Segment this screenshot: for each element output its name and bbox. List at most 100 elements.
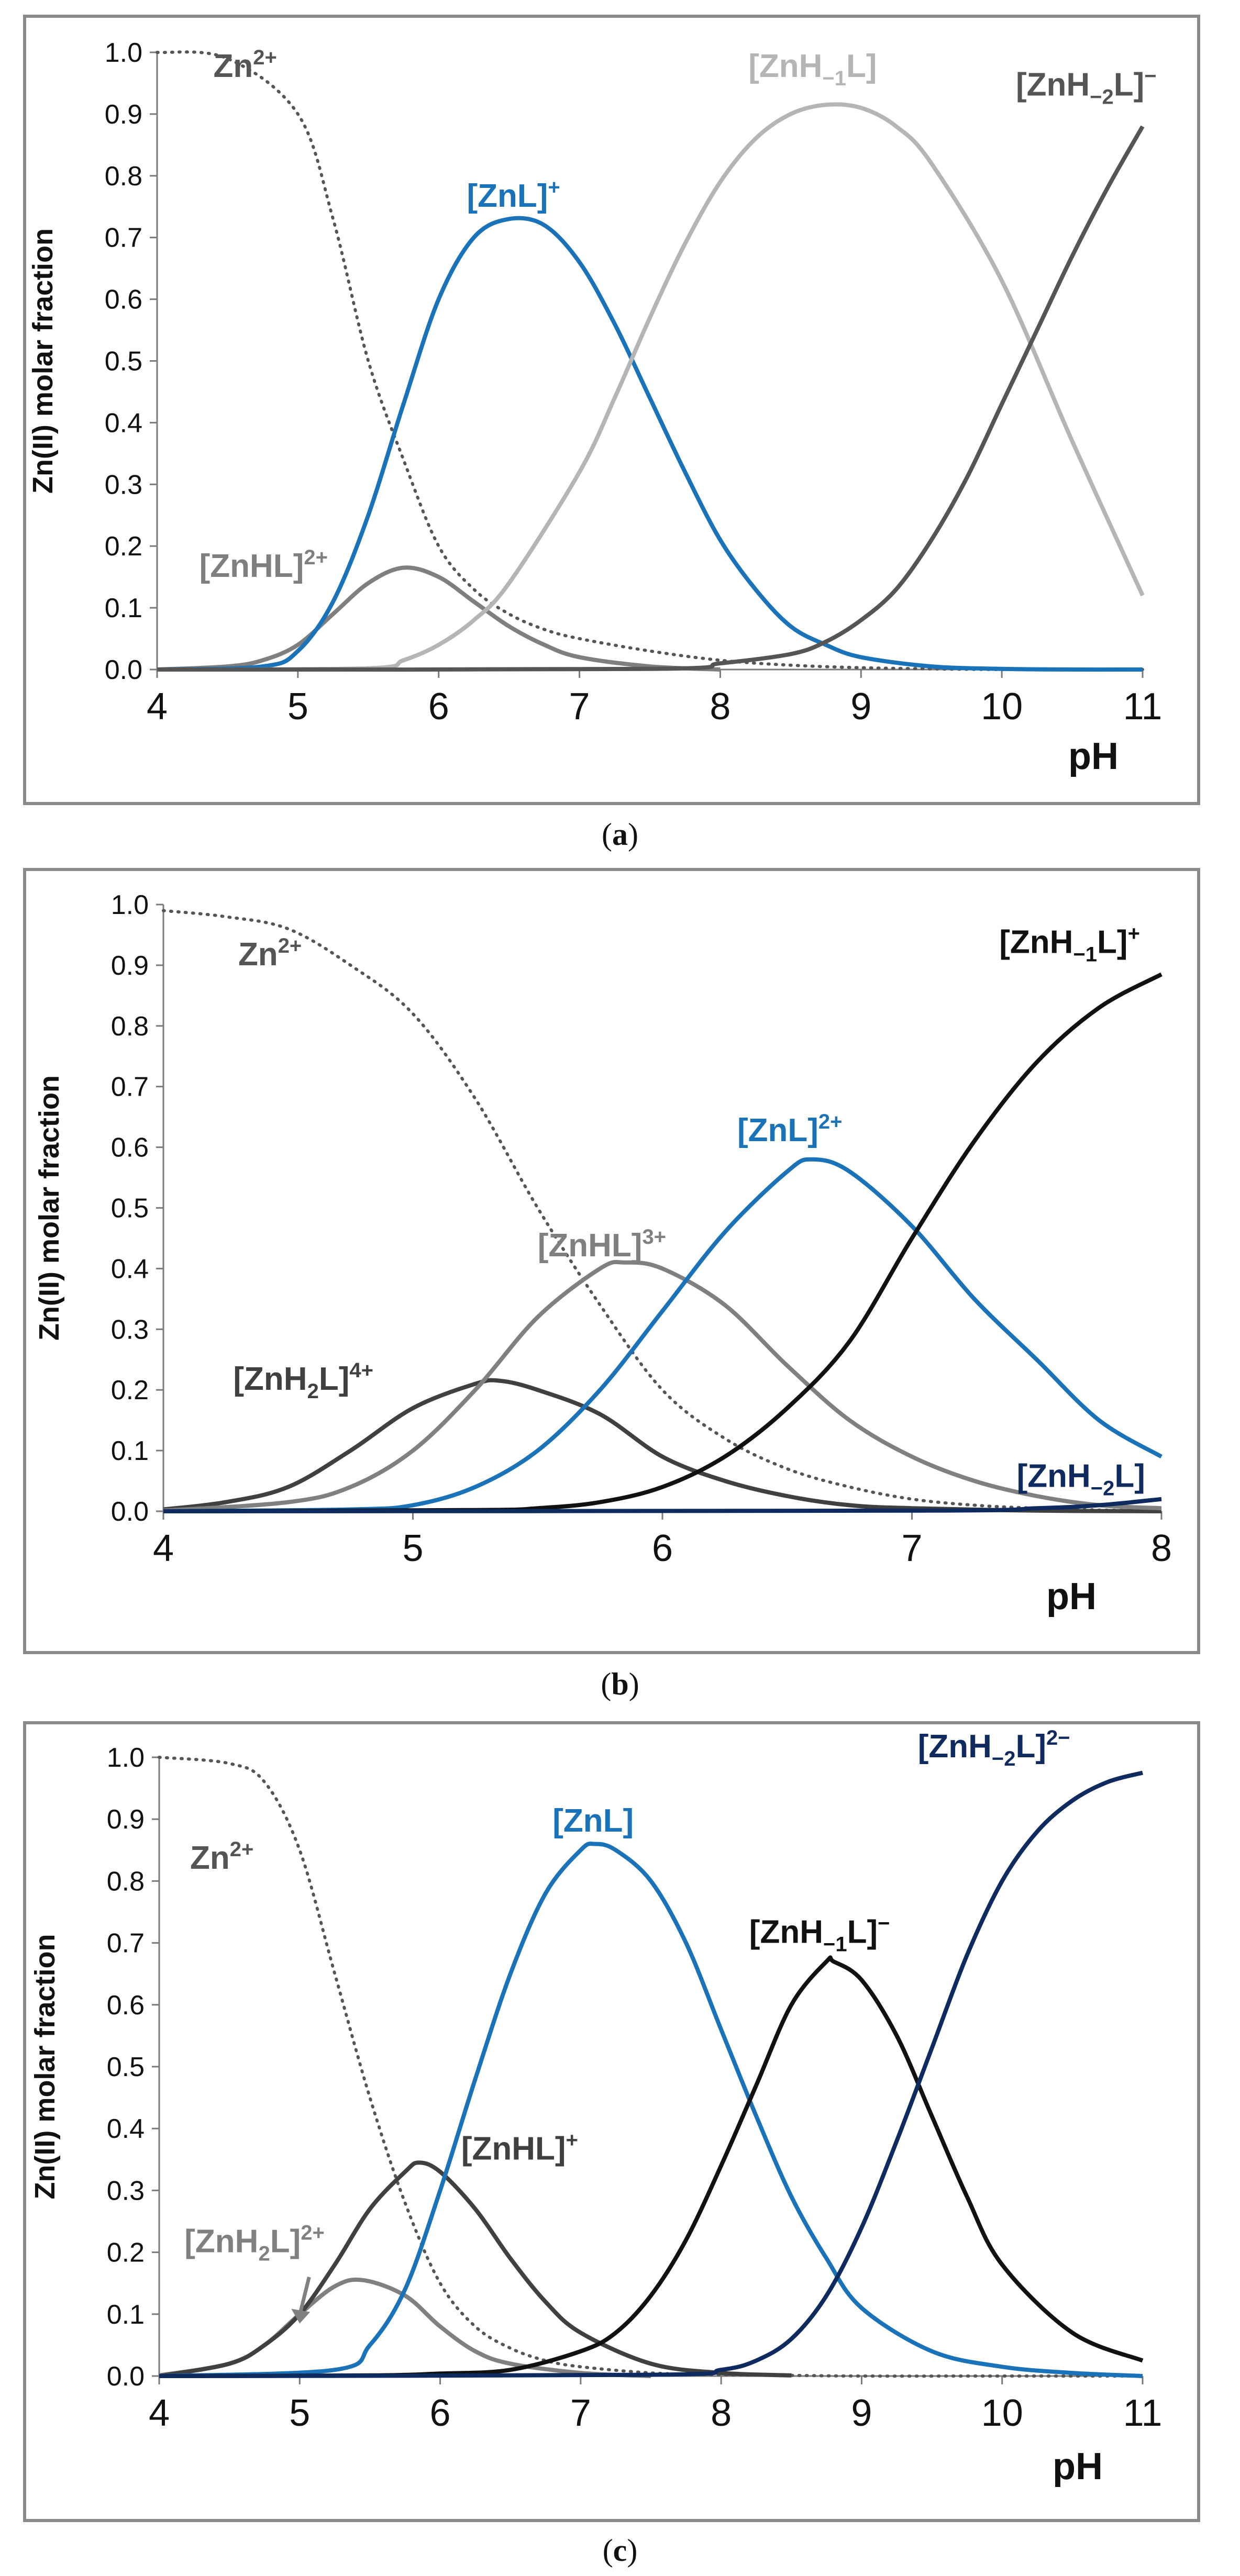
chart-b-ylabel: Zn(II) molar fraction bbox=[34, 1075, 65, 1341]
chart-c-series-znhm1l-m bbox=[159, 1955, 1144, 2378]
chart-a-xtick-label: 6 bbox=[428, 686, 449, 728]
chart-a-ytick-label: 0.4 bbox=[105, 408, 142, 438]
chart-c-series-znhm2l-2m bbox=[159, 1770, 1144, 2378]
caption-c: (c) bbox=[602, 2533, 638, 2568]
chart-c-svg: 0.0 0.1 0.2 0.3 0.4 0.5 0.6 0.7 0.8 0.9 1.0 4 5 6 7 8 9 1… bbox=[29, 1726, 1162, 2488]
chart-b-label-znhm1l-p: [ZnH−1L]+ bbox=[999, 922, 1140, 966]
chart-c-arrow-shaft bbox=[297, 2277, 311, 2316]
caption-a: (a) bbox=[602, 817, 638, 852]
chart-c-label-znh2l-2p: [ZnH2L]2+ bbox=[184, 2222, 325, 2266]
chart-a-ytick-label: 0.5 bbox=[105, 347, 142, 377]
chart-b-ytick-label: 0.5 bbox=[111, 1194, 149, 1224]
chart-c-xtick-label: 6 bbox=[430, 2392, 451, 2434]
chart-b-xtick-label: 5 bbox=[402, 1527, 423, 1569]
chart-c-ylabel: Zn(II) molar fraction bbox=[29, 1934, 61, 2199]
chart-c-label-znhm2l-2m: [ZnH−2L]2− bbox=[918, 1726, 1070, 1770]
chart-c-series-znl bbox=[159, 1842, 1143, 2378]
chart-c-xtick-label: 5 bbox=[289, 2392, 310, 2434]
chart-a-series-znl-p bbox=[157, 216, 1143, 672]
chart-a-xtick-label: 8 bbox=[710, 686, 730, 728]
chart-c-ytick-label: 0.5 bbox=[107, 2052, 145, 2082]
chart-a-label-znhm2l-m: [ZnH−2L]− bbox=[1016, 65, 1157, 109]
chart-a-xtick-label: 7 bbox=[569, 686, 590, 728]
chart-b-ytick-label: 0.7 bbox=[111, 1072, 149, 1102]
chart-a-xtick-label: 9 bbox=[850, 686, 871, 728]
chart-c-label-znhm1l-m: [ZnH−1L]− bbox=[749, 1912, 890, 1956]
chart-c-ytick-label: 0.6 bbox=[107, 1990, 145, 2021]
chart-a-xlabel: pH bbox=[1068, 735, 1119, 777]
chart-b-ytick-label: 0.2 bbox=[111, 1375, 149, 1406]
chart-a-ytick-label: 0.7 bbox=[105, 223, 142, 253]
chart-c-xtick-label: 10 bbox=[981, 2392, 1023, 2434]
chart-a-xtick-label: 11 bbox=[1123, 686, 1162, 728]
chart-a-ytick-label: 0.2 bbox=[105, 531, 142, 562]
chart-c-ytick-label: 0.4 bbox=[107, 2114, 145, 2144]
chart-a-label-zn2p: Zn2+ bbox=[214, 46, 277, 84]
chart-b-svg: 0.0 0.1 0.2 0.3 0.4 0.5 0.6 0.7 0.8 0.9 1.0 4 5 6 7 8 Zn… bbox=[34, 890, 1172, 1618]
chart-c-xlabel: pH bbox=[1053, 2446, 1103, 2488]
chart-c-series-zn2p bbox=[158, 1756, 1144, 2378]
chart-b-xtick-label: 7 bbox=[901, 1527, 922, 1569]
chart-c-ytick-label: 0.8 bbox=[107, 1866, 145, 1897]
chart-b-series-znhm2l bbox=[163, 1497, 1162, 1513]
chart-b-ytick-label: 1.0 bbox=[111, 890, 149, 920]
caption-b: (b) bbox=[601, 1667, 639, 1701]
chart-c-ytick-label: 0.1 bbox=[107, 2300, 145, 2330]
chart-c-ytick-label: 1.0 bbox=[107, 1743, 145, 1773]
chart-b-ytick-label: 0.0 bbox=[111, 1497, 149, 1527]
chart-a-xtick-label: 10 bbox=[981, 686, 1023, 728]
chart-a-xtick-label: 5 bbox=[287, 686, 308, 728]
chart-c-ytick-label: 0.7 bbox=[107, 1928, 145, 1959]
chart-b-xtick-label: 6 bbox=[652, 1527, 673, 1569]
chart-c-xtick-label: 4 bbox=[149, 2392, 170, 2434]
chart-a-ytick-label: 0.6 bbox=[105, 285, 142, 315]
chart-a-ytick-label: 0.1 bbox=[105, 593, 142, 623]
chart-b-xlabel: pH bbox=[1046, 1576, 1097, 1618]
chart-a-label-znhm1l: [ZnH−1L] bbox=[748, 48, 877, 90]
chart-panel-a: 0.0 0.1 0.2 0.3 0.4 0.5 0.6 0.7 0.8 0.9 1.0 4 5 6 7 8 9 1… bbox=[23, 15, 1200, 805]
chart-a-ytick-label: 0.8 bbox=[105, 161, 142, 192]
chart-a-series-znhl-2p bbox=[157, 565, 721, 672]
chart-a-label-znhl-2p: [ZnHL]2+ bbox=[200, 546, 328, 584]
chart-b-series-zn2p bbox=[162, 909, 1163, 1512]
chart-b-label-znhl-3p: [ZnHL]3+ bbox=[538, 1225, 666, 1264]
chart-a-xtick-label: 4 bbox=[147, 686, 168, 728]
chart-c-xtick-label: 11 bbox=[1123, 2392, 1162, 2434]
chart-b-ytick-label: 0.4 bbox=[111, 1254, 149, 1284]
chart-c-ytick-label: 0.0 bbox=[107, 2361, 145, 2392]
chart-c-arrow-head bbox=[291, 2309, 311, 2324]
chart-b-series-znhl-3p bbox=[163, 1259, 1162, 1513]
chart-b-label-znhm2l: [ZnH−2L] bbox=[1017, 1458, 1145, 1500]
chart-b-label-znh2l-4p: [ZnH2L]4+ bbox=[233, 1359, 373, 1403]
chart-b-ytick-label: 0.8 bbox=[111, 1011, 149, 1042]
chart-a-svg: 0.0 0.1 0.2 0.3 0.4 0.5 0.6 0.7 0.8 0.9 1.0 4 5 6 7 8 9 1… bbox=[27, 38, 1162, 777]
chart-b-label-zn2p: Zn2+ bbox=[238, 934, 302, 973]
chart-b-ytick-label: 0.6 bbox=[111, 1133, 149, 1163]
chart-b-series-znl-2p bbox=[163, 1157, 1163, 1513]
chart-a-series-zn2p bbox=[156, 50, 1144, 672]
chart-c-label-znl: [ZnL] bbox=[552, 1803, 634, 1839]
chart-c-ytick-label: 0.2 bbox=[107, 2238, 145, 2268]
chart-a-label-znl-p: [ZnL]+ bbox=[467, 176, 560, 214]
chart-c-label-znhl-p: [ZnHL]+ bbox=[461, 2128, 578, 2167]
chart-b-label-znl-2p: [ZnL]2+ bbox=[737, 1110, 843, 1148]
chart-c-ytick-label: 0.3 bbox=[107, 2176, 145, 2206]
chart-b-xtick-label: 4 bbox=[153, 1527, 174, 1569]
chart-panel-c: 0.0 0.1 0.2 0.3 0.4 0.5 0.6 0.7 0.8 0.9 1.0 4 5 6 7 8 9 1… bbox=[23, 1721, 1200, 2522]
chart-a-ytick-label: 0.0 bbox=[105, 655, 142, 685]
chart-a-ytick-label: 1.0 bbox=[105, 38, 142, 68]
chart-a-series-znhm2l-m bbox=[157, 125, 1145, 672]
chart-c-series-znhl-p bbox=[159, 2160, 792, 2378]
chart-c-xtick-label: 9 bbox=[851, 2392, 872, 2434]
chart-b-xtick-label: 8 bbox=[1151, 1527, 1172, 1569]
chart-panel-b: 0.0 0.1 0.2 0.3 0.4 0.5 0.6 0.7 0.8 0.9 1.0 4 5 6 7 8 Zn… bbox=[23, 868, 1200, 1654]
chart-b-series-znh2l-4p bbox=[163, 1378, 1162, 1513]
chart-a-ytick-label: 0.3 bbox=[105, 470, 142, 500]
chart-b-ytick-label: 0.9 bbox=[111, 951, 149, 981]
chart-a-series-znhm1l bbox=[157, 102, 1145, 672]
chart-a-ytick-label: 0.9 bbox=[105, 99, 142, 130]
chart-c-xtick-label: 8 bbox=[711, 2392, 732, 2434]
chart-c-ytick-label: 0.9 bbox=[107, 1804, 145, 1835]
chart-b-ytick-label: 0.3 bbox=[111, 1314, 149, 1345]
chart-a-ylabel: Zn(II) molar fraction bbox=[27, 228, 59, 494]
